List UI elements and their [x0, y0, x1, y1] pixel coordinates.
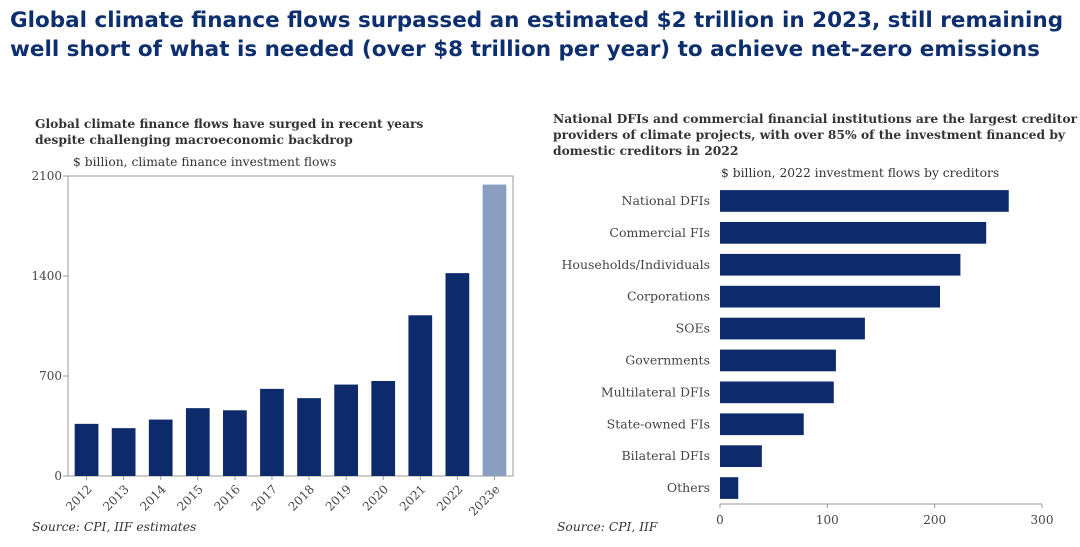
bar-governments [720, 349, 836, 372]
bar-2019 [334, 384, 358, 476]
right-chart-title: National DFIs and commercial financial i… [553, 111, 1078, 158]
bar-2013 [111, 428, 136, 476]
x-tick-label: 2015 [174, 482, 205, 513]
y-tick-label: 700 [39, 369, 62, 383]
x-tick-label: 2020 [360, 482, 391, 513]
x-tick-label: 2014 [137, 482, 169, 514]
x-tick-label: 2022 [434, 482, 465, 513]
x-tick-label: 200 [923, 513, 946, 527]
x-tick-label: 100 [816, 513, 839, 527]
x-tick-label: 2019 [323, 482, 354, 513]
category-label: Bilateral DFIs [621, 448, 710, 463]
y-tick-label: 1400 [31, 269, 62, 283]
x-tick-label: 300 [1031, 513, 1054, 527]
bar-national-dfis [720, 190, 1009, 212]
bar-2015 [185, 408, 210, 476]
x-tick-label: 2013 [100, 482, 131, 513]
bar-2012 [74, 423, 99, 476]
bar-2016 [223, 410, 247, 476]
x-tick-label: 2012 [63, 482, 94, 513]
category-label: Governments [625, 352, 710, 367]
bar-state-owned-fis [720, 413, 804, 436]
bar-bilateral-dfis [720, 445, 762, 467]
category-label: National DFIs [622, 193, 710, 208]
bar-others [720, 477, 739, 499]
left-chart-title: Global climate finance flows have surged… [35, 116, 424, 147]
x-tick-label: 0 [716, 513, 724, 527]
bar-2023e [482, 184, 507, 477]
right-chart: 0 100 200 300 National DFIs Commercial FIs Hou… [562, 190, 1054, 527]
category-label: Commercial FIs [609, 225, 710, 240]
category-label: Households/Individuals [562, 257, 710, 272]
x-tick-label: 2016 [211, 482, 242, 513]
bar-multilateral-dfis [720, 381, 834, 404]
x-tick-label: 2017 [249, 482, 280, 513]
bar-2017 [260, 388, 284, 476]
category-label: State-owned FIs [607, 416, 710, 431]
bar-2018 [297, 398, 321, 476]
right-chart-source: Source: CPI, IIF [557, 520, 658, 534]
bar-households-individuals [720, 253, 961, 276]
bar-corporations [720, 285, 941, 308]
x-tick-label: 2021 [397, 482, 428, 513]
x-tick-label: 2023e [466, 482, 503, 519]
right-chart-unit: $ billion, 2022 investment flows by cred… [721, 166, 1000, 180]
bar-2020 [371, 381, 396, 476]
x-tick-label: 2018 [286, 482, 317, 513]
bar-2014 [148, 419, 173, 476]
bar-commercial-fis [720, 222, 987, 244]
category-label: Others [667, 480, 710, 495]
left-plot-frame [67, 175, 514, 477]
headline: Global climate finance flows surpassed a… [10, 8, 1064, 62]
bar-2022 [445, 273, 470, 476]
category-label: Corporations [627, 289, 710, 304]
category-label: SOEs [676, 321, 710, 336]
y-tick-label: 2100 [31, 169, 62, 183]
y-tick-label: 0 [54, 469, 62, 483]
left-chart-unit: $ billion, climate finance investment fl… [73, 155, 337, 169]
bar-2021 [408, 315, 433, 476]
bar-soes [720, 317, 865, 340]
category-label: Multilateral DFIs [601, 384, 710, 399]
left-chart-source: Source: CPI, IIF estimates [32, 520, 197, 534]
left-chart: 0 700 1400 2100 2012 2013 2014 2015 2016 2017 2018… [31, 169, 514, 519]
